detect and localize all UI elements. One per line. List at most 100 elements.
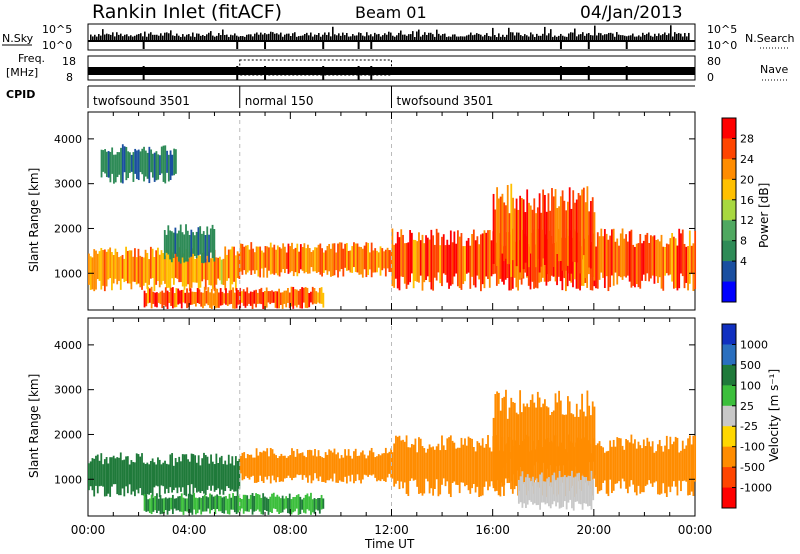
echo-column [521,471,524,508]
echo-column [409,447,412,481]
echo-column [563,414,566,483]
echo-column [356,455,359,475]
echo-column [278,496,280,515]
echo-column [297,290,300,305]
nsky-bar [244,36,246,40]
echo-column [220,455,223,490]
nsky-bar [286,33,288,40]
echo-column [619,438,622,489]
echo-column [623,449,626,482]
nsky-bar [354,35,356,40]
nsky-bar [362,35,364,40]
echo-column [537,482,540,505]
echo-column [95,455,97,486]
echo-column [558,470,561,509]
echo-column [157,293,160,303]
echo-column [281,495,284,513]
nsky-bar [352,34,354,40]
echo-column [575,403,578,477]
echo-column [632,443,635,485]
echo-column [114,248,117,279]
nsky-bar [434,36,436,40]
echo-column [529,246,532,290]
nsky-bar [444,33,446,40]
nsky-bar [374,32,376,40]
nsky-bar [152,34,154,40]
echo-column [437,232,440,273]
nsky-bar [662,34,664,40]
echo-column [130,250,133,290]
echo-column [556,208,559,255]
echo-column [386,453,389,478]
echo-column [460,437,463,483]
echo-column [170,287,172,306]
echo-column [692,243,695,291]
echo-column [302,287,305,303]
echo-column [104,149,106,174]
echo-column [550,235,553,276]
nsky-bar [552,36,554,40]
echo-column [214,495,217,515]
nsky-bar [312,36,314,40]
echo-column [370,242,373,278]
echo-column [692,435,695,496]
echo-column [291,448,293,481]
echo-column [134,248,136,282]
echo-column [171,252,174,279]
echo-column [105,151,108,178]
echo-column [441,236,443,287]
nsky-tick-high: 10^5 [42,23,72,36]
nsky-bar [172,35,174,40]
echo-column [264,246,267,268]
nsky-bar [256,32,258,40]
echo-column [398,435,401,490]
echo-column [181,253,184,287]
echo-column [202,496,204,512]
echo-column [197,455,200,492]
echo-column [96,253,99,280]
echo-column [605,451,608,494]
echo-column [257,246,260,277]
nsky-bar [468,34,470,40]
echo-column [556,477,559,503]
echo-column [241,291,243,303]
echo-column [220,259,223,285]
echo-column [195,231,198,259]
echo-column [451,242,454,285]
echo-column [526,189,529,276]
echo-column [135,257,138,285]
echo-column [402,234,404,277]
echo-column [536,207,539,259]
echo-column [569,475,572,500]
nsky-bar [460,36,462,40]
echo-column [271,493,273,514]
echo-column [611,229,613,276]
nsky-bar [248,34,250,40]
velocity-echoes [88,389,697,515]
nsky-bar [320,36,322,40]
echo-column [179,496,181,512]
echo-column [365,458,368,476]
nsky-bar [476,33,478,40]
echo-column [171,154,174,176]
echo-column [439,450,442,495]
nsky-bar [566,36,568,40]
echo-column [285,457,288,478]
nsky-bar [182,34,184,40]
echo-column [171,287,174,309]
echo-column [538,193,541,273]
echo-column [678,228,681,289]
echo-column [299,453,302,475]
echo-column [192,253,195,283]
echo-column [396,436,399,481]
echo-column [187,493,190,513]
nsky-bar [368,35,370,40]
echo-column [299,244,302,270]
nsky-bar [158,35,160,40]
nsky-bar [290,35,292,40]
echo-column [481,233,484,285]
echo-column [639,445,642,494]
colorbar-swatch [722,261,736,283]
echo-column [250,454,253,477]
nsky-tick-low: 10^0 [42,39,72,52]
